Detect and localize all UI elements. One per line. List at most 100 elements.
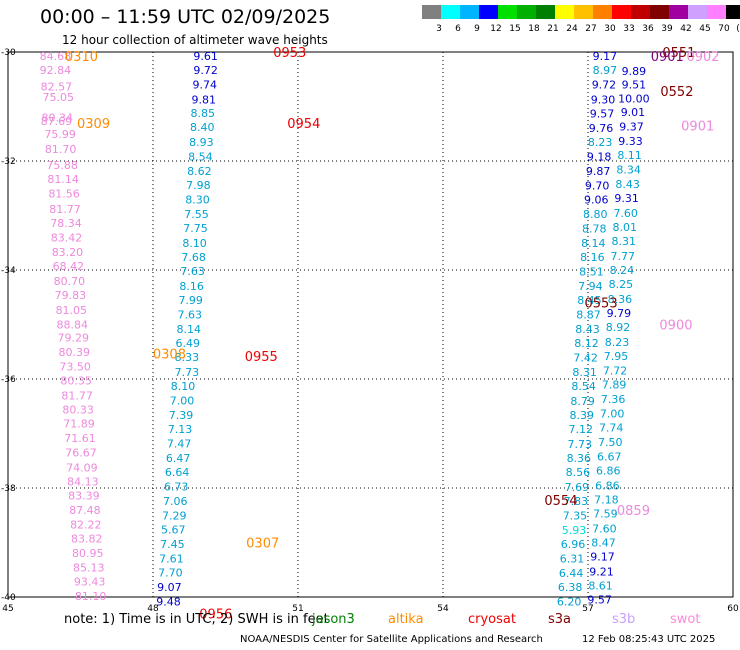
data-point-value: 75.88 [46,159,78,172]
colorbar-label: 70 [718,24,730,34]
pass-time-label: 0901 [651,50,684,65]
data-point-value: 5.67 [161,523,186,536]
data-point-value: 7.98 [186,179,211,192]
data-point-value: 9.70 [585,180,610,193]
pass-time-label: 0900 [659,319,692,334]
data-point-value: 7.18 [594,493,619,506]
data-point-value: 8.31 [612,235,637,248]
data-point-value: 78.34 [50,217,82,230]
data-point-value: 9.61 [193,50,218,63]
x-tick-label: 57 [582,604,593,614]
colorbar-swatch [517,5,536,19]
data-point-value: 8.56 [566,466,591,479]
data-point-value: 7.29 [162,509,187,522]
colorbar-label: 33 [623,24,634,34]
data-point-value: 7.63 [180,265,205,278]
colorbar-label: 36 [642,24,654,34]
data-point-value: 81.77 [61,389,93,402]
data-point-value: 8.25 [609,278,634,291]
data-point-value: 7.75 [183,222,208,235]
data-point-value: 75.99 [44,128,76,141]
y-tick-label: -36 [1,375,16,385]
colorbar-swatch [707,5,726,19]
data-point-value: 80.70 [54,275,86,288]
colorbar-swatch [631,5,650,19]
data-point-value: 8.43 [575,323,600,336]
data-point-value: 9.31 [614,192,639,205]
data-point-value: 81.56 [48,188,80,201]
data-point-value: 7.50 [598,436,623,449]
colorbar-label: 6 [455,24,461,34]
data-point-value: 9.01 [621,106,646,119]
colorbar-label: 27 [585,24,596,34]
data-point-value: 8.33 [175,351,200,364]
colorbar-swatch [650,5,669,19]
data-point-value: 81.70 [45,143,77,156]
footer-timestamp: 12 Feb 08:25:43 UTC 2025 [582,634,716,645]
data-point-value: 7.99 [178,294,203,307]
data-point-value: 8.80 [583,208,608,221]
data-point-value: 8.10 [182,237,207,250]
colorbar-swatch [669,5,688,19]
data-point-value: 10.00 [618,92,650,105]
data-point-value: 5.93 [562,524,587,537]
data-point-value: 8.97 [593,64,618,77]
data-point-value: 9.17 [593,50,618,63]
data-point-value: 8.36 [608,293,633,306]
data-point-value: 9.07 [157,581,182,594]
y-tick-label: -40 [1,593,16,603]
data-point-value: 9.57 [590,108,615,121]
data-point-value: 8.93 [189,136,214,149]
data-point-value: 6.64 [165,466,190,479]
data-point-value: 76.67 [65,447,97,460]
data-point-value: 9.87 [586,165,611,178]
legend-cryosat: cryosat [468,612,516,627]
data-point-value: 81.05 [56,304,88,317]
data-point-value: 80.34 [42,111,74,124]
data-point-value: 8.61 [588,580,613,593]
data-point-value: 7.72 [603,364,628,377]
x-tick-label: 54 [437,604,449,614]
chart-subtitle: 12 hour collection of altimeter wave hei… [62,33,328,47]
chart-title: 00:00 – 11:59 UTC 02/09/2025 [40,6,331,28]
data-point-value: 7.35 [563,509,588,522]
data-point-value: 6.44 [559,567,584,580]
data-point-value: 81.77 [49,203,81,216]
data-point-value: 84.13 [67,475,99,488]
data-point-value: 8.39 [569,409,594,422]
data-point-value: 8.23 [588,136,613,149]
data-point-value: 8.34 [616,164,641,177]
colorbar-label: 30 [604,24,616,34]
data-point-value: 8.01 [612,221,637,234]
data-point-value: 85.13 [73,562,105,575]
colorbar-label: 21 [547,24,558,34]
data-point-value: 7.63 [177,309,202,322]
data-point-value: 7.83 [564,495,589,508]
data-point-value: 9.81 [192,93,217,106]
data-point-value: 8.40 [190,121,215,134]
data-point-value: 6.38 [558,581,583,594]
colorbar-swatch [688,5,707,19]
colorbar-label: 24 [566,24,578,34]
data-point-value: 6.86 [596,465,621,478]
data-point-value: 6.73 [164,480,189,493]
footer-credit: NOAA/NESDIS Center for Satellite Applica… [240,634,543,645]
x-tick-label: 48 [147,604,159,614]
data-point-value: 8.78 [582,223,607,236]
data-point-value: 9.74 [192,79,217,92]
pass-time-label: 0955 [245,350,278,365]
pass-time-label: 0310 [65,50,98,65]
data-point-value: 84.68 [40,50,72,63]
colorbar-swatch [498,5,517,19]
pass-time-label: 0554 [544,494,577,509]
data-point-value: 73.50 [59,360,91,373]
data-point-value: 8.23 [605,336,630,349]
pass-time-label: 0551 [662,46,695,61]
legend-swot: swot [670,612,701,627]
data-point-value: 8.92 [606,321,631,334]
pass-time-label: 0308 [153,347,186,362]
data-point-value: 7.00 [170,394,195,407]
data-point-value: 7.70 [158,566,183,579]
data-point-value: 9.18 [587,151,612,164]
